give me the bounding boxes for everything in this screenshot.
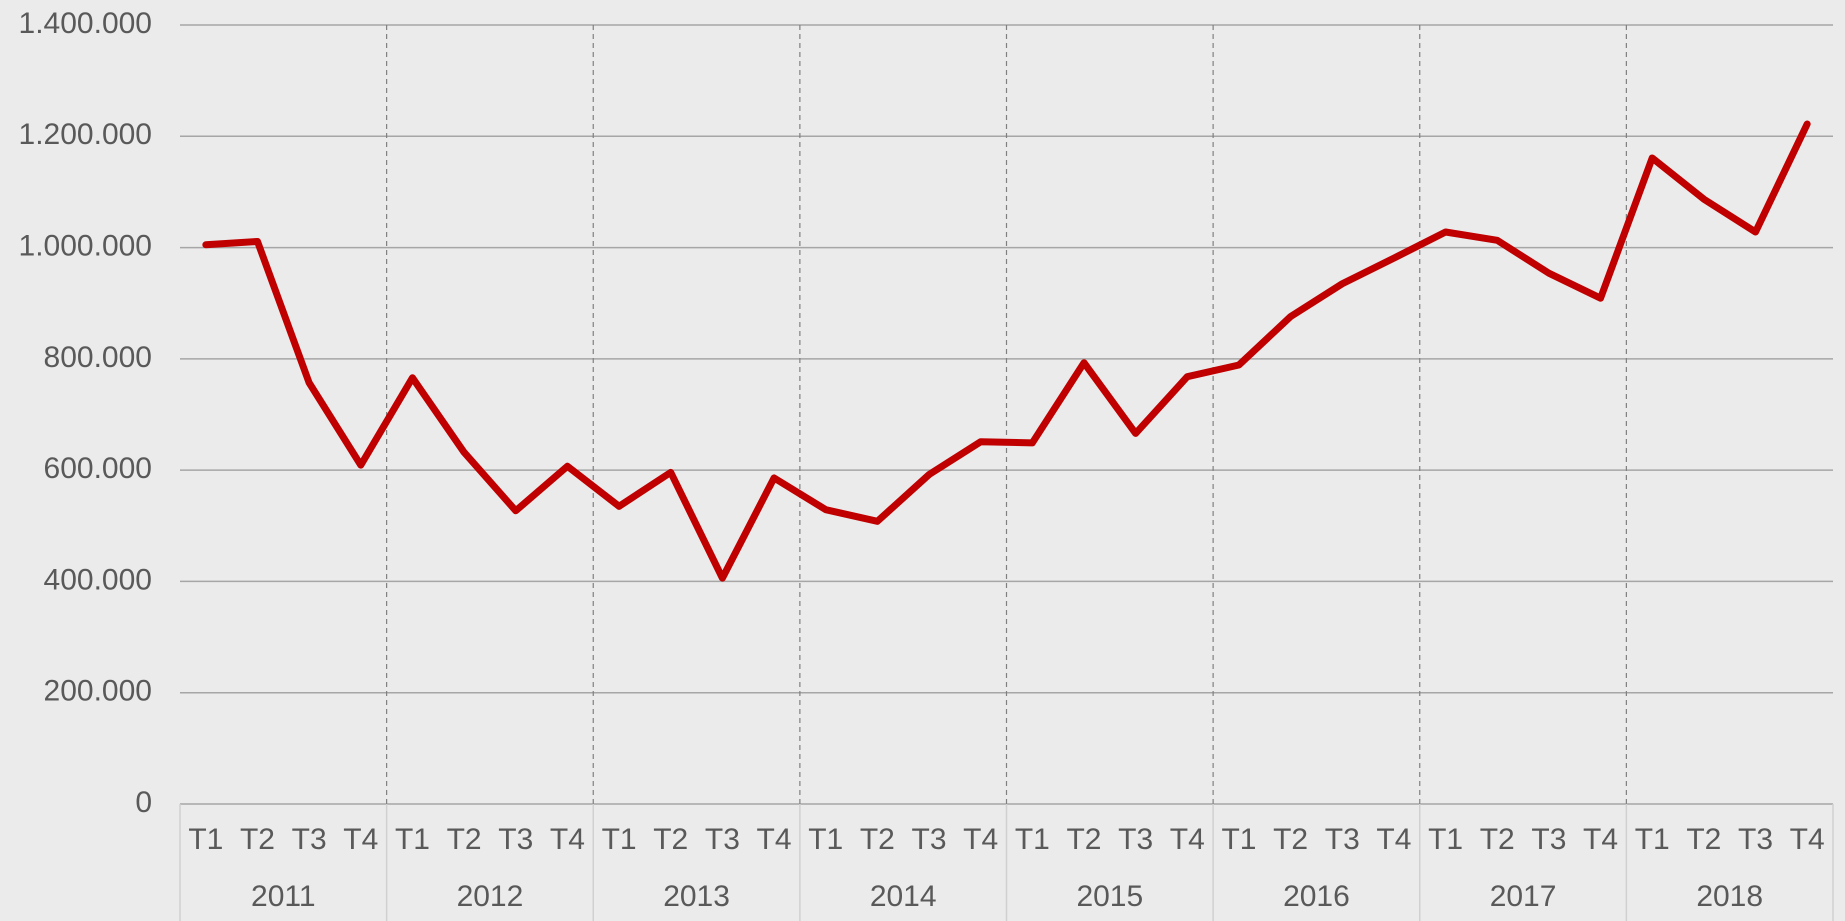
group-label: 2018 — [1696, 880, 1763, 913]
x-tick-label: T1 — [188, 823, 223, 856]
x-tick-label: T1 — [395, 823, 430, 856]
y-tick-label: 0 — [135, 786, 152, 819]
y-tick-label: 800.000 — [44, 341, 152, 374]
y-tick-label: 1.200.000 — [19, 118, 152, 151]
x-tick-label: T3 — [1531, 823, 1566, 856]
group-label: 2014 — [870, 880, 937, 913]
group-label: 2015 — [1076, 880, 1143, 913]
x-tick-label: T4 — [1170, 823, 1205, 856]
x-tick-label: T3 — [1325, 823, 1360, 856]
x-tick-label: T1 — [1221, 823, 1256, 856]
group-label: 2013 — [663, 880, 730, 913]
y-tick-label: 400.000 — [44, 563, 152, 596]
x-tick-label: T1 — [1635, 823, 1670, 856]
group-label: 2011 — [251, 880, 316, 913]
x-tick-label: T4 — [343, 823, 378, 856]
x-tick-label: T3 — [705, 823, 740, 856]
x-tick-label: T3 — [912, 823, 947, 856]
x-tick-label: T2 — [240, 823, 275, 856]
x-tick-label: T1 — [1015, 823, 1050, 856]
x-tick-label: T4 — [1790, 823, 1825, 856]
x-tick-label: T4 — [963, 823, 998, 856]
y-tick-label: 1.000.000 — [19, 229, 152, 262]
x-tick-label: T1 — [602, 823, 637, 856]
x-tick-label: T1 — [808, 823, 843, 856]
x-tick-label: T2 — [1686, 823, 1721, 856]
x-tick-label: T2 — [447, 823, 482, 856]
x-tick-label: T2 — [860, 823, 895, 856]
x-tick-label: T3 — [292, 823, 327, 856]
group-label: 2017 — [1490, 880, 1557, 913]
x-tick-label: T2 — [1273, 823, 1308, 856]
x-tick-label: T4 — [1376, 823, 1411, 856]
y-tick-label: 200.000 — [44, 675, 152, 708]
x-tick-label: T4 — [1583, 823, 1618, 856]
x-tick-label: T1 — [1428, 823, 1463, 856]
x-tick-label: T3 — [1738, 823, 1773, 856]
x-tick-label: T4 — [757, 823, 792, 856]
x-tick-label: T3 — [498, 823, 533, 856]
group-label: 2016 — [1283, 880, 1350, 913]
data-line — [202, 120, 1811, 582]
x-tick-label: T2 — [653, 823, 688, 856]
x-tick-label: T2 — [1480, 823, 1515, 856]
y-tick-label: 600.000 — [44, 452, 152, 485]
x-tick-label: T4 — [550, 823, 585, 856]
x-tick-label: T3 — [1118, 823, 1153, 856]
y-tick-label: 1.400.000 — [19, 7, 152, 40]
group-label: 2012 — [457, 880, 524, 913]
x-tick-label: T2 — [1066, 823, 1101, 856]
